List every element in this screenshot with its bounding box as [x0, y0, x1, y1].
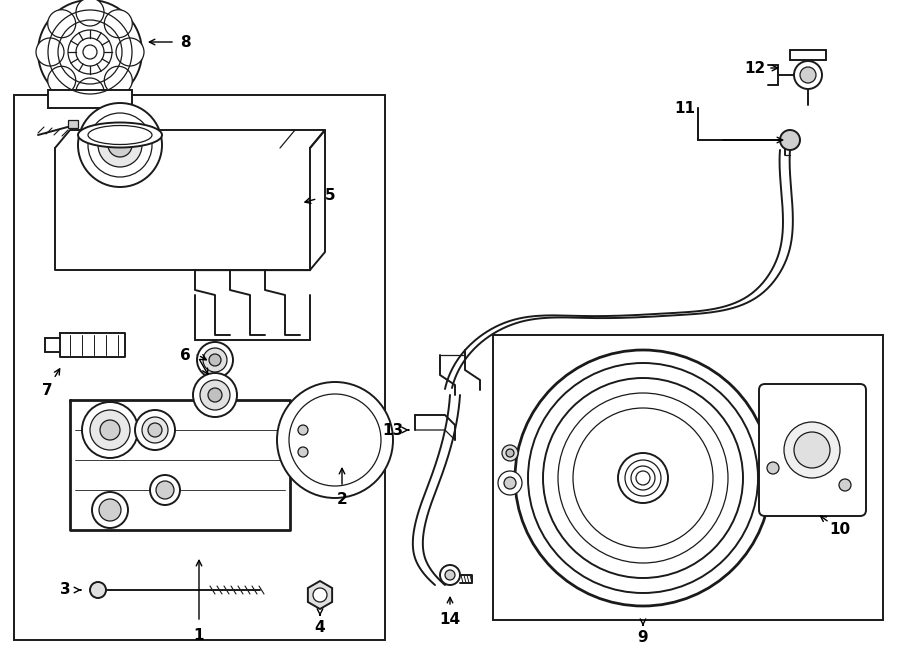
- FancyBboxPatch shape: [759, 384, 866, 516]
- Circle shape: [784, 422, 840, 478]
- Text: 11: 11: [674, 101, 696, 115]
- Circle shape: [104, 10, 132, 38]
- Text: 1: 1: [194, 628, 204, 643]
- Circle shape: [209, 354, 221, 366]
- Text: 10: 10: [830, 522, 850, 538]
- Circle shape: [498, 471, 522, 495]
- Text: 12: 12: [744, 60, 766, 75]
- Circle shape: [794, 432, 830, 468]
- Circle shape: [88, 113, 152, 177]
- Text: 13: 13: [382, 422, 403, 438]
- Circle shape: [38, 0, 142, 104]
- Circle shape: [440, 565, 460, 585]
- Circle shape: [148, 423, 162, 437]
- Circle shape: [794, 61, 822, 89]
- Text: 5: 5: [325, 187, 336, 203]
- Circle shape: [142, 417, 168, 443]
- Bar: [48, 90, 132, 108]
- Circle shape: [298, 425, 308, 435]
- Circle shape: [90, 582, 106, 598]
- Bar: [14, 95, 385, 640]
- Circle shape: [48, 10, 76, 38]
- Circle shape: [90, 410, 130, 450]
- Circle shape: [108, 133, 132, 157]
- Ellipse shape: [88, 126, 152, 144]
- Circle shape: [82, 402, 138, 458]
- Circle shape: [98, 123, 142, 167]
- Text: 4: 4: [315, 620, 325, 636]
- Circle shape: [92, 492, 128, 528]
- Circle shape: [208, 388, 222, 402]
- Text: 7: 7: [41, 383, 52, 397]
- Circle shape: [203, 348, 227, 372]
- Circle shape: [116, 38, 144, 66]
- Circle shape: [104, 66, 132, 94]
- Circle shape: [48, 66, 76, 94]
- Circle shape: [780, 130, 800, 150]
- Circle shape: [150, 475, 180, 505]
- Circle shape: [504, 477, 516, 489]
- Circle shape: [800, 67, 816, 83]
- Bar: [68, 120, 78, 128]
- Circle shape: [618, 453, 668, 503]
- Circle shape: [135, 410, 175, 450]
- Circle shape: [200, 380, 230, 410]
- Circle shape: [99, 499, 121, 521]
- Circle shape: [313, 588, 327, 602]
- Text: 9: 9: [638, 630, 648, 645]
- Circle shape: [445, 570, 455, 580]
- Circle shape: [839, 479, 851, 491]
- Circle shape: [100, 420, 120, 440]
- Circle shape: [502, 445, 518, 461]
- Ellipse shape: [78, 122, 162, 148]
- Circle shape: [515, 350, 771, 606]
- Bar: [493, 335, 883, 620]
- Circle shape: [76, 0, 104, 26]
- Circle shape: [36, 38, 64, 66]
- Circle shape: [197, 342, 233, 378]
- Circle shape: [156, 481, 174, 499]
- Text: 8: 8: [180, 34, 190, 50]
- Circle shape: [506, 449, 514, 457]
- Circle shape: [767, 462, 779, 474]
- Circle shape: [277, 382, 393, 498]
- Text: 2: 2: [337, 493, 347, 508]
- Text: 6: 6: [180, 348, 191, 363]
- Circle shape: [76, 78, 104, 106]
- Text: 3: 3: [59, 583, 70, 598]
- Circle shape: [298, 447, 308, 457]
- Text: 14: 14: [439, 612, 461, 628]
- Circle shape: [289, 394, 381, 486]
- Circle shape: [193, 373, 237, 417]
- Circle shape: [78, 103, 162, 187]
